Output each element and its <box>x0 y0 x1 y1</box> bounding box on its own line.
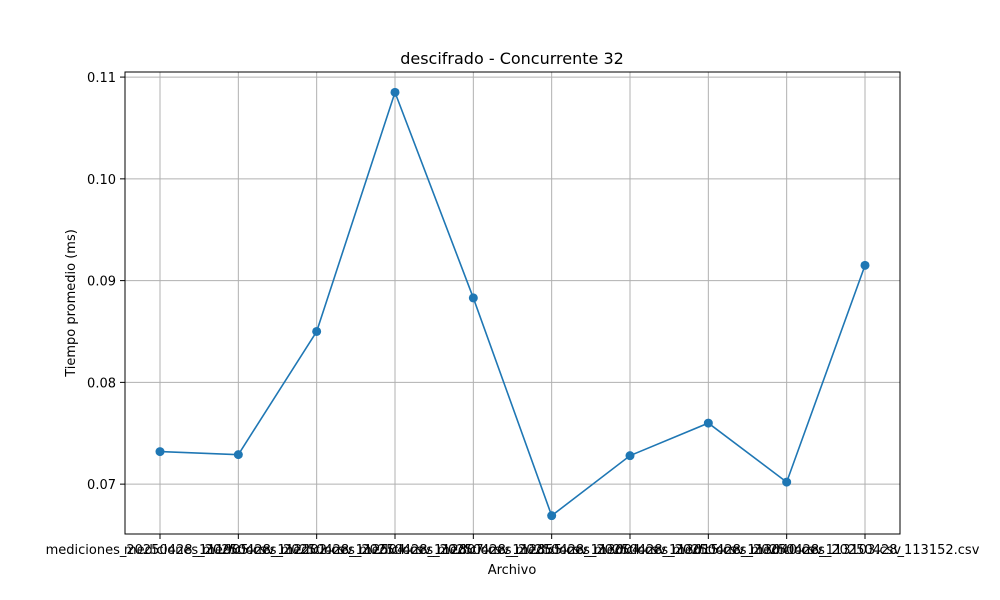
data-point <box>468 293 478 303</box>
y-tick-label: 0.07 <box>87 478 116 493</box>
data-point <box>312 326 322 336</box>
data-point <box>625 451 635 461</box>
data-point <box>390 87 400 97</box>
x-tick-label: mediciones_20250428_112855.csv <box>359 543 588 558</box>
x-tick-label: mediciones_20250428_113015.csv <box>516 543 745 558</box>
x-tick-label: mediciones_20250428_113040.csv <box>594 543 823 558</box>
y-axis: 0.07 0.08 0.09 0.10 0.11 <box>87 71 125 493</box>
grid <box>125 72 900 534</box>
y-tick-label: 0.08 <box>87 376 116 391</box>
data-point <box>155 447 165 457</box>
x-tick-label: mediciones_20250428_113103.csv <box>672 543 901 558</box>
x-tick-label: mediciones_20250428_112202.csv <box>124 543 353 558</box>
data-point <box>860 260 870 270</box>
x-axis-label: Archivo <box>488 563 537 578</box>
x-tick-label: mediciones_20250428_112504.csv <box>202 543 431 558</box>
data-point <box>233 450 243 460</box>
series-line <box>159 89 866 517</box>
x-tick-label: mediciones_20250428_113004.csv <box>437 543 666 558</box>
y-tick-label: 0.11 <box>87 71 116 86</box>
series-layer <box>155 87 870 521</box>
chart-title: descifrado - Concurrente 32 <box>400 49 624 68</box>
y-axis-label: Tiempo promedio (ms) <box>64 229 79 378</box>
x-tick-label: mediciones_20250428_111905.csv <box>46 543 275 558</box>
data-point <box>547 511 557 521</box>
x-tick-label: mediciones_20250428_112807.csv <box>281 543 510 558</box>
plot-frame <box>124 71 901 535</box>
x-tick-label: mediciones_20250428_113152.csv <box>751 543 980 558</box>
y-tick-label: 0.10 <box>87 173 116 188</box>
y-tick-label: 0.09 <box>87 275 116 290</box>
x-axis: mediciones_20250428_111905.csvmediciones… <box>46 534 980 558</box>
data-point <box>782 477 792 487</box>
data-point <box>703 418 713 428</box>
